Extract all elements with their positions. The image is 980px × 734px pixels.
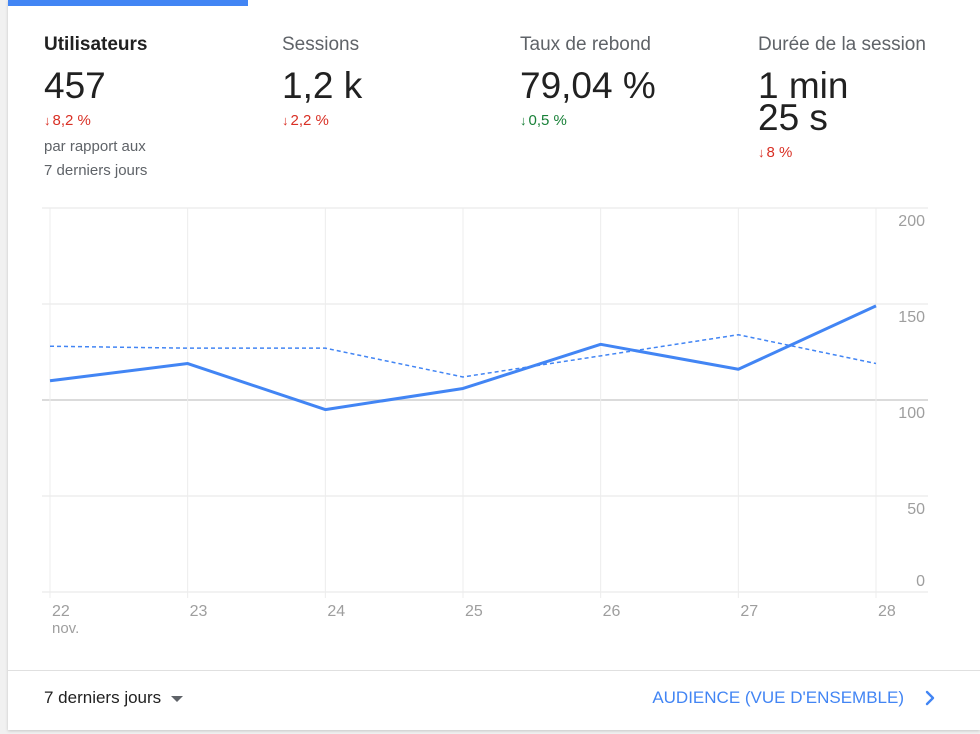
audience-overview-link[interactable]: AUDIENCE (VUE D'ENSEMBLE) <box>652 688 940 708</box>
x-tick-label: 24 <box>327 603 345 620</box>
x-tick-label: 25 <box>465 603 483 620</box>
y-tick-label: 150 <box>898 309 925 326</box>
users-line-chart: 200 150 100 50 0 22 23 24 25 26 27 28 nov. <box>42 207 928 637</box>
metric-tab-session-duration[interactable]: Durée de la session 1 min 25 s ↓ 8 % <box>758 34 926 161</box>
metric-value: 79,04 % <box>520 67 656 104</box>
metric-tab-users[interactable]: Utilisateurs 457 ↓ 8,2 % par rapport aux … <box>44 34 147 183</box>
metric-value: 457 <box>44 67 147 104</box>
x-tick-label: 23 <box>190 603 208 620</box>
metric-value-main: 1,2 k <box>282 65 363 106</box>
y-tick-label: 0 <box>916 573 925 590</box>
metric-value-main: 1 min <box>758 65 849 106</box>
metric-title: Durée de la session <box>758 34 926 55</box>
y-tick-label: 100 <box>898 405 925 422</box>
active-metric-indicator <box>8 0 248 6</box>
metric-delta-value: 8,2 % <box>52 112 91 129</box>
y-tick-label: 200 <box>898 213 925 230</box>
metric-delta-value: 0,5 % <box>528 112 567 129</box>
arrow-up-icon: ↓ <box>520 113 527 128</box>
metric-title: Utilisateurs <box>44 34 148 55</box>
metric-title: Sessions <box>282 34 360 55</box>
audience-overview-label: AUDIENCE (VUE D'ENSEMBLE) <box>652 688 904 707</box>
metric-tab-bounce-rate[interactable]: Taux de rebond 79,04 % ↓ 0,5 % <box>520 34 656 129</box>
x-tick-label: 28 <box>878 603 896 620</box>
metric-value-main: 457 <box>44 65 106 106</box>
comparison-line-2: 7 derniers jours <box>44 162 148 179</box>
caret-down-icon <box>171 695 184 702</box>
comparison-series-line <box>49 333 877 378</box>
date-range-label: 7 derniers jours <box>44 688 162 707</box>
metric-delta: ↓ 2,2 % <box>282 112 362 129</box>
comparison-note: par rapport aux 7 derniers jours <box>44 135 147 183</box>
metric-title: Taux de rebond <box>520 34 651 55</box>
metric-value-main: 79,04 % <box>520 65 656 106</box>
audience-card: Utilisateurs 457 ↓ 8,2 % par rapport aux … <box>8 0 980 730</box>
x-tick-sublabel: nov. <box>52 620 79 637</box>
current-series-line <box>49 304 877 412</box>
metric-value: 1,2 k <box>282 67 362 104</box>
comparison-line-1: par rapport aux <box>44 138 146 155</box>
date-range-dropdown[interactable]: 7 derniers jours <box>44 688 184 708</box>
metric-value: 1 min 25 s <box>758 65 926 138</box>
x-tick-label: 26 <box>603 603 621 620</box>
metric-delta: ↓ 8,2 % <box>44 112 147 129</box>
metric-delta-value: 8 % <box>766 144 793 161</box>
metric-delta: ↓ 8 % <box>758 144 926 161</box>
y-tick-label: 50 <box>907 501 925 518</box>
x-tick-label: 22 <box>52 603 70 620</box>
chevron-right-icon <box>925 690 935 706</box>
arrow-down-icon: ↓ <box>44 113 51 128</box>
metric-tab-sessions[interactable]: Sessions 1,2 k ↓ 2,2 % <box>282 34 362 129</box>
arrow-down-icon: ↓ <box>282 113 289 128</box>
metric-delta: ↓ 0,5 % <box>520 112 656 129</box>
metric-value-secondary: 25 s <box>758 97 828 138</box>
arrow-down-icon: ↓ <box>758 145 765 160</box>
footer-divider <box>8 670 980 671</box>
metric-delta-value: 2,2 % <box>290 112 329 129</box>
x-tick-label: 27 <box>740 603 758 620</box>
